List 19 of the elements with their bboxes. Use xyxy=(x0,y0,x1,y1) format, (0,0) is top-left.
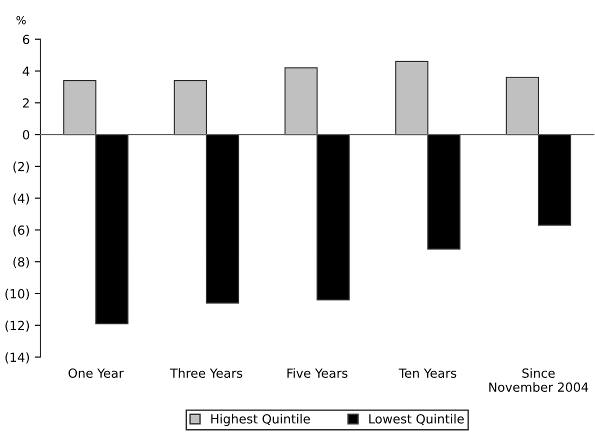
y-tick-label: (12) xyxy=(5,320,29,332)
y-tick-label: (8) xyxy=(13,256,29,268)
y-tick-label: (4) xyxy=(13,193,29,205)
x-tick-label: Three Years xyxy=(170,368,242,378)
y-tick-label: 4 xyxy=(22,66,30,76)
y-tick-label: (2) xyxy=(13,162,29,173)
y-tick-label: 0 xyxy=(22,130,30,140)
x-tick-label: Five Years xyxy=(287,368,348,378)
legend-label: Highest Quintile xyxy=(211,414,310,426)
x-tick-label: Ten Years xyxy=(398,368,456,378)
y-tick-label: 2 xyxy=(23,98,29,108)
y-axis-title: % xyxy=(16,16,26,24)
x-tick-label: Since November 2004 xyxy=(489,368,588,392)
x-tick-label: One Year xyxy=(68,368,124,378)
y-tick-label: (10) xyxy=(5,288,29,300)
y-tick-label: (14) xyxy=(5,352,29,364)
legend-label: Lowest Quintile xyxy=(369,414,464,426)
y-tick-label: (6) xyxy=(13,225,29,236)
y-tick-label: 6 xyxy=(22,34,30,44)
